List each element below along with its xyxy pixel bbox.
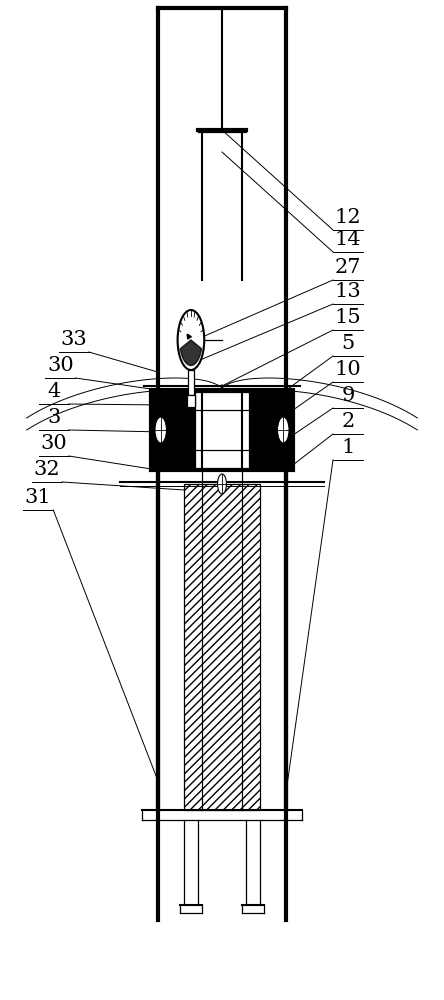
Text: 1: 1: [341, 438, 355, 457]
Text: 12: 12: [335, 208, 361, 227]
Circle shape: [218, 474, 226, 494]
Text: 2: 2: [341, 412, 355, 431]
Bar: [184, 484, 260, 810]
Text: 27: 27: [335, 258, 361, 277]
Text: 30: 30: [40, 434, 67, 453]
Text: 9: 9: [341, 386, 355, 405]
Text: 31: 31: [25, 488, 52, 507]
Text: 5: 5: [341, 334, 355, 353]
Bar: [151, 390, 293, 470]
Text: 30: 30: [47, 356, 74, 375]
Text: 13: 13: [335, 282, 361, 301]
Text: 15: 15: [335, 308, 361, 327]
Circle shape: [155, 417, 166, 443]
Text: 14: 14: [335, 230, 361, 249]
Circle shape: [178, 310, 204, 370]
Bar: [188, 370, 194, 395]
Bar: [187, 395, 195, 407]
Text: 4: 4: [47, 382, 60, 401]
Polygon shape: [180, 340, 202, 365]
Bar: [195, 392, 249, 468]
Text: 33: 33: [60, 330, 87, 349]
Circle shape: [278, 417, 289, 443]
Text: 3: 3: [47, 408, 60, 427]
Text: 10: 10: [335, 360, 361, 379]
Text: 32: 32: [34, 460, 60, 479]
